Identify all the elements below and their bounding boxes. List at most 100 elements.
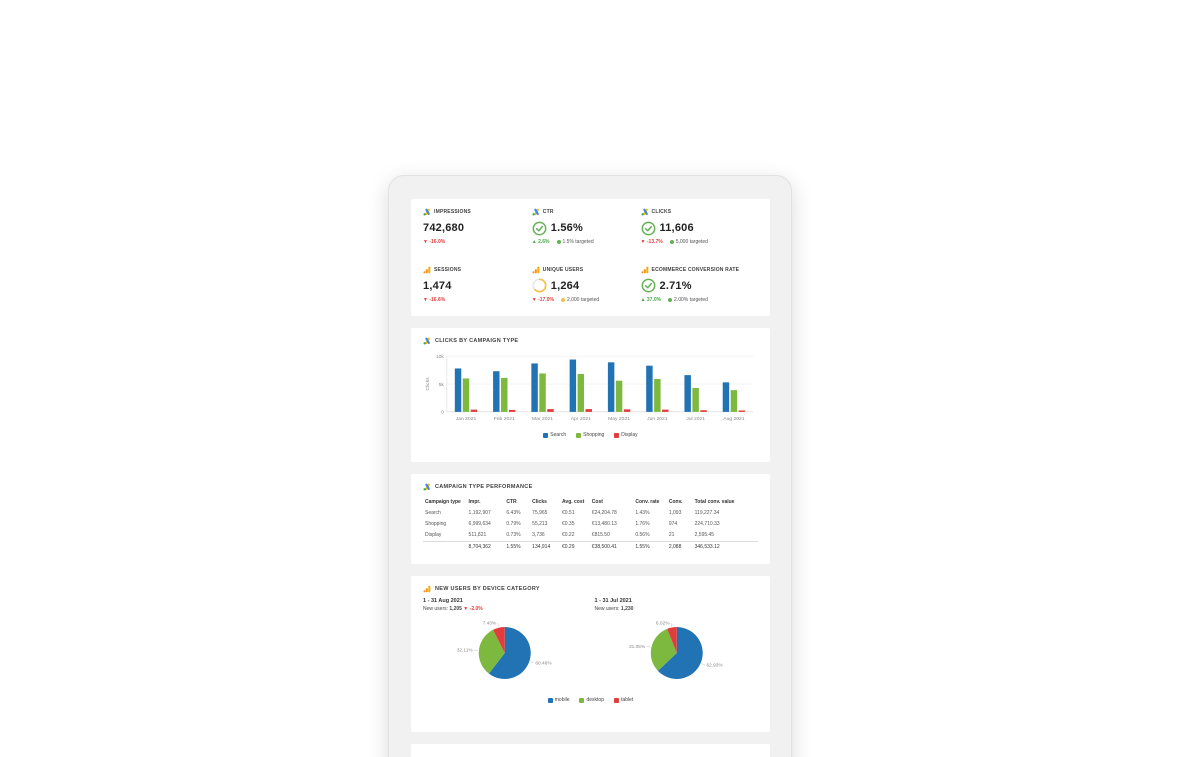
- new-users-delta: ▼ -2.0%: [461, 606, 483, 612]
- new-users-value: 1,205: [449, 606, 462, 612]
- kpi-body: 1,474: [423, 278, 532, 294]
- bar-shopping-apr-2021: [577, 374, 585, 412]
- table-cell: 3,736: [532, 532, 545, 539]
- kpi-delta: ▲ 37.0%: [640, 296, 662, 303]
- kpi-header: IMPRESSIONS: [423, 208, 532, 216]
- target-dot-icon: [556, 240, 561, 244]
- kpi-ctr: CTR 1.56% ▲ 2.6% 1.5% targeted: [532, 208, 641, 250]
- kpi-label: UNIQUE USERS: [542, 266, 584, 273]
- google-analytics-icon: [640, 266, 649, 274]
- legend-swatch-icon: [614, 697, 619, 703]
- google-ads-icon: [640, 208, 648, 216]
- x-axis-tick: Feb 2021: [494, 416, 515, 422]
- google-analytics-icon: [532, 266, 540, 274]
- new-users-by-device-card: NEW USERS BY DEVICE CATEGORY 1 - 31 Aug …: [411, 576, 770, 732]
- kpi-target: 2,000 targeted: [560, 296, 600, 303]
- bar-shopping-jun-2021: [654, 379, 661, 412]
- bar-shopping-aug-2021: [730, 390, 738, 412]
- campaign-type-performance-card: CAMPAIGN TYPE PERFORMANCE Campaign type I…: [411, 474, 770, 564]
- bar-search-jan-2021: [454, 368, 462, 412]
- table-cell: 974: [668, 520, 678, 527]
- campaign-performance-table: Campaign type Impr. CTR Clicks Avg. cost Cost…: [423, 496, 758, 553]
- kpi-sessions: SESSIONS 1,474 ▼ -16.6%: [423, 266, 532, 308]
- pie-slice-label-desktop: 32.11%: [457, 648, 474, 654]
- google-ads-icon: [532, 208, 539, 216]
- kpi-value: 742,680: [423, 222, 465, 234]
- kpi-target-label: 2,000 targeted: [566, 296, 600, 303]
- table-header-row: Campaign type Impr. CTR Clicks Avg. cost Cost…: [423, 496, 758, 507]
- table-cell: €0.51: [561, 509, 575, 516]
- kpi-footer: ▼ -13.7% 5,000 targeted: [641, 239, 758, 245]
- campaign-table-title: CAMPAIGN TYPE PERFORMANCE: [435, 484, 533, 490]
- kpi-delta: ▲ 2.6%: [531, 239, 550, 245]
- table-cell: 0.73%: [506, 532, 521, 539]
- table-cell: €0.35: [561, 520, 575, 527]
- report-page-frame: IMPRESSIONS 742,680 ▼ -16.0% CTR 1.56% ▲ 2.6%…: [388, 175, 792, 757]
- bar-search-apr-2021: [569, 359, 577, 412]
- legend-item-mobile: mobile: [547, 697, 570, 703]
- pie-slice-desktop: [650, 628, 677, 671]
- bar-display-jan-2021: [470, 409, 478, 412]
- google-ads-icon: [423, 337, 431, 345]
- table-cell: 6.43%: [506, 509, 521, 516]
- legend-item-search: Search: [543, 432, 566, 438]
- google-ads-icon: [423, 483, 431, 491]
- y-axis-tick: 5k: [439, 382, 445, 388]
- table-row-search: Search 1,192,907 6.43% 75,965 €0.51 €24,204.7…: [423, 507, 758, 518]
- pie-slice-label-mobile: 62.93%: [706, 663, 723, 669]
- kpi-delta: ▼ -13.7%: [640, 239, 663, 245]
- kpi-grid: IMPRESSIONS 742,680 ▼ -16.0% CTR 1.56% ▲ 2.6%…: [423, 208, 758, 307]
- kpi-header: UNIQUE USERS: [532, 266, 641, 274]
- kpi-header: CLICKS: [640, 208, 758, 216]
- card-header: CLICKS BY CAMPAIGN TYPE: [423, 337, 758, 345]
- col-total-conv-value: Total conv. value: [694, 498, 735, 505]
- card-header: CAMPAIGN TYPE PERFORMANCE: [423, 483, 758, 491]
- period-new-users: New users: 1,205 ▼ -2.0%: [423, 606, 587, 612]
- table-cell: 1.76%: [635, 520, 650, 527]
- bar-display-jul-2021: [700, 410, 707, 412]
- kpi-body: 1.56%: [532, 220, 641, 236]
- pie-slice-label-mobile: 60.46%: [535, 660, 552, 666]
- kpi-footer: ▼ -16.6%: [423, 297, 532, 303]
- bar-search-jul-2021: [684, 375, 691, 412]
- bar-display-apr-2021: [585, 409, 592, 412]
- table-cell: €13,480.13: [591, 520, 617, 527]
- bar-search-may-2021: [607, 362, 615, 412]
- kpi-target-label: 5,000 targeted: [675, 239, 708, 245]
- x-axis-tick: Mar 2021: [532, 416, 553, 422]
- bar-display-jun-2021: [662, 409, 669, 412]
- table-cell: 119,227.34: [694, 509, 720, 516]
- google-ads-icon: [640, 208, 649, 216]
- kpi-target-label: 1.5% targeted: [562, 239, 594, 245]
- table-cell: 1.43%: [635, 509, 650, 516]
- bar-shopping-jan-2021: [462, 378, 470, 412]
- bar-search-mar-2021: [531, 363, 538, 412]
- legend-label: mobile: [554, 697, 570, 703]
- kpi-footer: ▼ -16.0%: [423, 239, 532, 245]
- google-ads-icon: [423, 337, 430, 345]
- device-section-title: NEW USERS BY DEVICE CATEGORY: [435, 586, 540, 592]
- kpi-value: 1,264: [550, 279, 580, 292]
- kpi-body: 1,264: [532, 278, 641, 294]
- table-cell: 1,093: [668, 509, 682, 516]
- kpi-header: SESSIONS: [423, 266, 532, 274]
- x-axis-tick: Aug 2021: [723, 416, 745, 422]
- table-cell: Shopping: [425, 520, 447, 527]
- device-period-current: 1 - 31 Aug 2021 New users: 1,205 ▼ -2.0% 6…: [423, 598, 587, 693]
- bar-display-mar-2021: [547, 409, 554, 412]
- period-new-users: New users: 1,230: [595, 606, 759, 612]
- legend-label: tablet: [621, 697, 634, 703]
- col-conv-rate: Conv. rate: [635, 498, 660, 505]
- table-total-cell: 2,088: [666, 540, 693, 553]
- x-axis-tick: May 2021: [608, 416, 630, 422]
- kpi-footer: ▲ 2.6% 1.5% targeted: [532, 239, 641, 245]
- kpi-footer: ▲ 37.0% 2.00% targeted: [641, 297, 758, 303]
- bar-display-feb-2021: [508, 409, 516, 412]
- google-ads-icon: [532, 208, 540, 216]
- table-cell: 0.79%: [506, 520, 521, 527]
- pie-slice-tablet: [666, 627, 677, 653]
- kpi-target: 5,000 targeted: [669, 239, 708, 245]
- col-avg-cost: Avg. cost: [561, 498, 585, 505]
- kpi-ecommerce-conversion-rate: ECOMMERCE CONVERSION RATE 2.71% ▲ 37.0% 2.0…: [641, 266, 758, 308]
- pie-slice-mobile: [488, 627, 531, 679]
